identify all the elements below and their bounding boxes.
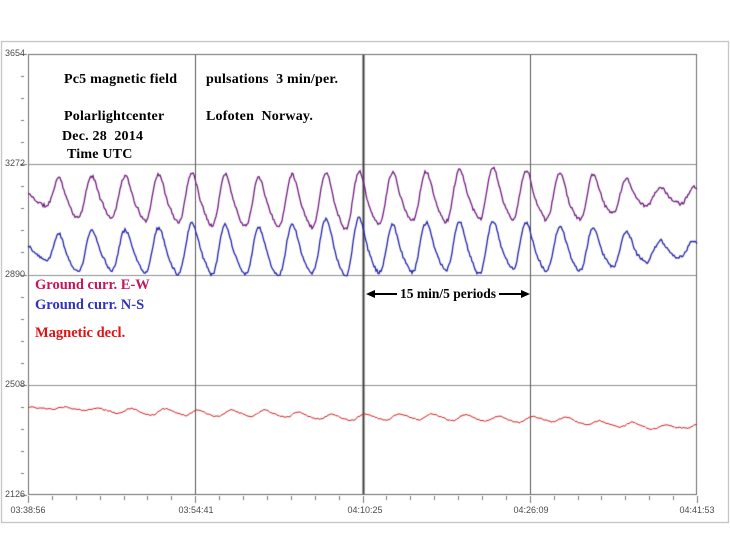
y-tick-label-2508: 2508: [4, 379, 25, 389]
period-annotation: 15 min/5 periods: [366, 286, 531, 302]
chart-title-left: Pc5 magnetic field: [64, 72, 178, 87]
x-tick-label-1: 03:54:41: [178, 505, 214, 515]
organization-label: Polarlightcenter: [64, 109, 165, 124]
right-arrow-icon: [521, 290, 531, 298]
x-tick-label-4: 04:41:53: [679, 505, 715, 515]
annotation-text: 15 min/5 periods: [400, 286, 497, 301]
y-tick-label-2126: 2126: [4, 489, 25, 499]
x-tick-label-2: 04:10:25: [347, 505, 383, 515]
legend-item-ground-curr-ns: Ground curr. N-S: [35, 297, 145, 313]
x-tick-label-0: 03:38:56: [10, 505, 46, 515]
arrow-line-left: [375, 293, 397, 295]
time-utc-label: Time UTC: [67, 147, 133, 162]
legend-item-magnetic-decl: Magnetic decl.: [35, 325, 126, 341]
location-label: Lofoten Norway.: [206, 109, 314, 124]
left-arrow-icon: [366, 290, 375, 298]
y-tick-label-3272: 3272: [4, 158, 25, 168]
legend-item-ground-curr-ew: Ground curr. E-W: [35, 277, 150, 293]
arrow-line-right: [499, 293, 522, 295]
chart-title-right: pulsations 3 min/per.: [206, 72, 339, 87]
y-tick-label-3654: 3654: [4, 48, 25, 58]
x-tick-label-3: 04:26:09: [513, 505, 549, 515]
y-tick-label-2890: 2890: [4, 269, 25, 279]
date-label: Dec. 28 2014: [62, 129, 144, 144]
